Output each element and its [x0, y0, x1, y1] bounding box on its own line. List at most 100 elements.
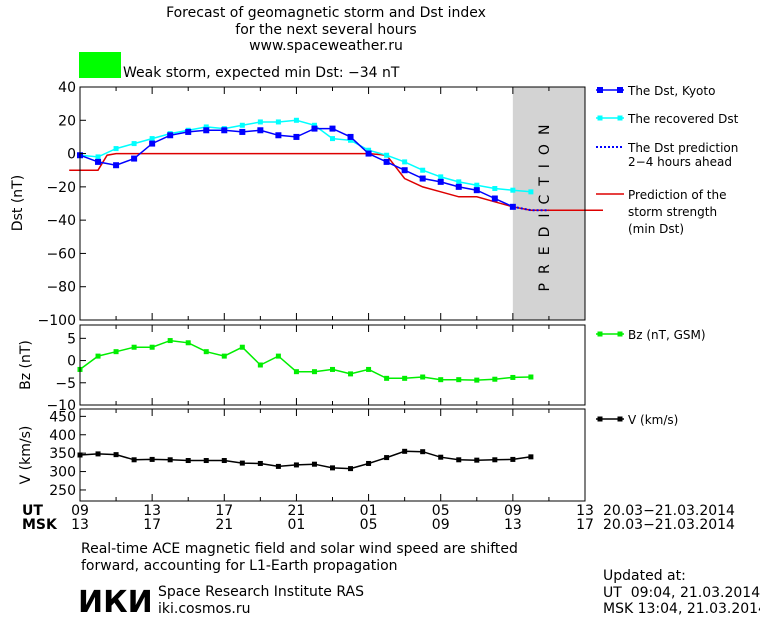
v-ytick-label: 400 — [49, 428, 76, 444]
dst-ytick-label: 0 — [67, 147, 76, 163]
institute-site: iki.cosmos.ru — [158, 601, 250, 617]
v-point — [221, 458, 227, 464]
recovered-dst-point — [113, 146, 119, 152]
dst-panel: PREDICTION 40 20 0 −20 −40 −60 −80 −100 Dst (nT… — [10, 80, 739, 329]
prediction-band — [512, 87, 585, 320]
dst-y-axis-label: Dst (nT) — [10, 175, 26, 231]
bz-point — [131, 344, 137, 350]
v-point — [275, 463, 281, 469]
v-point — [203, 458, 209, 464]
legend-bz: Bz (nT, GSM) — [628, 328, 706, 342]
footer-note-line1: Real-time ACE magnetic field and solar w… — [81, 541, 518, 557]
recovered-dst-point — [510, 187, 516, 193]
dst-ytick-label: 40 — [58, 80, 76, 96]
recovered-dst-point — [492, 186, 498, 192]
dst-kyoto-point — [239, 128, 246, 135]
updated-msk: MSK 13:04, 21.03.2014 — [603, 601, 760, 617]
msk-date-range: 20.03−21.03.2014 — [603, 517, 735, 533]
v-plot-frame — [79, 408, 586, 502]
title-line-3: www.spaceweather.ru — [249, 38, 403, 54]
dst-kyoto-legend-marker — [597, 87, 603, 93]
iki-logo: ИКИ — [78, 585, 153, 620]
v-point — [167, 457, 173, 463]
v-point — [95, 451, 101, 457]
recovered-dst-point — [257, 119, 263, 125]
ut-tick-label: 01 — [360, 503, 378, 519]
bz-point — [311, 369, 317, 375]
bz-legend-marker — [597, 331, 603, 337]
dst-kyoto-point — [167, 132, 174, 139]
legend-v: V (km/s) — [628, 413, 678, 427]
bz-point — [420, 374, 426, 380]
bz-point — [113, 349, 119, 355]
bz-panel: 5 0 −5 −10 Bz (nT) Bz (nT, GSM) — [18, 324, 706, 414]
x-axis-ut-label: UT — [22, 503, 43, 519]
dst-kyoto-point — [455, 183, 462, 190]
v-panel: 450 400 350 300 250 V (km/s) V (km/s) — [18, 408, 678, 502]
v-point — [348, 466, 354, 472]
v-point — [293, 462, 299, 468]
legend-storm-strength-line1: Prediction of the — [628, 188, 727, 202]
dst-kyoto-point — [149, 140, 156, 147]
v-line — [79, 450, 532, 470]
v-point — [311, 461, 317, 467]
msk-tick-label: 05 — [360, 517, 378, 533]
storm-strength-line — [69, 152, 603, 211]
dst-kyoto-point — [203, 127, 210, 134]
dst-kyoto-point — [131, 155, 138, 162]
recovered-dst-point — [330, 136, 335, 142]
v-point — [239, 460, 245, 466]
recovered-dst-point — [438, 174, 444, 180]
v-point — [492, 457, 498, 463]
v-legend-marker — [597, 416, 603, 422]
v-legend-marker — [617, 416, 623, 422]
ut-date-range: 20.03−21.03.2014 — [603, 503, 735, 519]
recovered-dst-point — [293, 117, 299, 123]
footer-note-line2: forward, accounting for L1-Earth propaga… — [81, 558, 398, 574]
recovered-dst-point — [348, 137, 354, 143]
bz-point — [293, 369, 299, 375]
recovered-dst-legend-marker — [597, 115, 603, 121]
dst-ytick-label: 20 — [58, 113, 76, 129]
bz-plot-frame — [79, 324, 586, 406]
dst-kyoto-point — [329, 125, 336, 132]
dst-kyoto-point — [347, 133, 354, 140]
v-point — [257, 460, 263, 466]
bz-ytick-label: 5 — [67, 331, 76, 347]
updated-ut: UT 09:04, 21.03.2014 — [603, 585, 760, 601]
dst-plot-frame — [79, 86, 586, 321]
bz-y-axis-label: Bz (nT) — [18, 340, 34, 390]
dst-ytick-label: −80 — [46, 280, 76, 296]
recovered-dst-point — [420, 167, 426, 173]
dst-kyoto-point — [491, 195, 498, 202]
bz-point — [95, 353, 101, 359]
ut-tick-label: 05 — [432, 503, 450, 519]
x-axis-msk-label: MSK — [22, 517, 58, 533]
v-point — [510, 456, 516, 462]
dst-kyoto-point — [311, 125, 318, 132]
msk-tick-label: 01 — [288, 517, 306, 533]
dst-kyoto-point — [95, 158, 102, 165]
bz-point — [203, 349, 209, 355]
v-point — [528, 454, 534, 460]
institute-name: Space Research Institute RAS — [158, 584, 364, 600]
ut-tick-label: 13 — [576, 503, 594, 519]
bz-point — [348, 371, 354, 377]
recovered-dst-point — [149, 136, 155, 142]
bz-legend-marker — [617, 331, 623, 337]
recovered-dst-point — [239, 122, 245, 128]
legend-storm-strength-line3: (min Dst) — [628, 222, 684, 236]
msk-tick-label: 21 — [215, 517, 233, 533]
bz-point — [456, 377, 462, 383]
dst-ytick-label: −40 — [46, 213, 76, 229]
recovered-dst-point — [203, 124, 209, 130]
ut-tick-label: 09 — [71, 503, 89, 519]
bz-point — [474, 377, 480, 383]
legend-dst-prediction-line1: The Dst prediction — [627, 141, 738, 155]
recovered-dst-line — [79, 119, 531, 193]
dst-kyoto-legend-marker — [617, 87, 623, 93]
bz-point — [167, 338, 173, 344]
v-point — [149, 456, 155, 462]
bz-point — [257, 362, 263, 368]
v-point — [420, 449, 426, 455]
